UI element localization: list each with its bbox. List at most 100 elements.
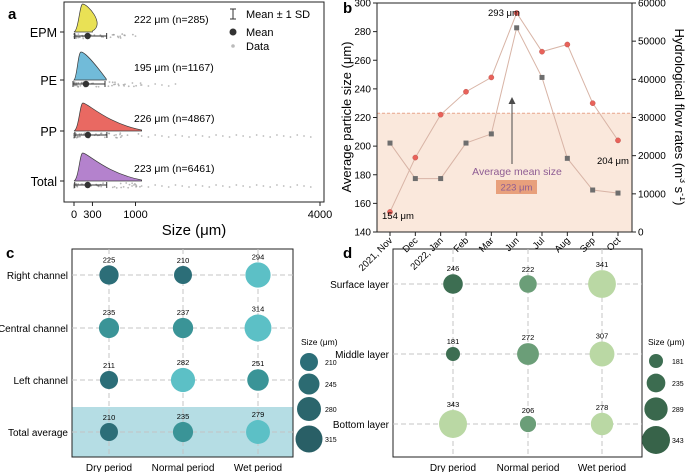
particle-size-point-0 [387, 209, 393, 215]
left-tick-label-240: 240 [354, 84, 371, 95]
bubble-value-r3-c1: 235 [177, 412, 190, 421]
row-label-2: Bottom layer [333, 420, 390, 431]
outlier-point-total [269, 186, 272, 188]
col-label-1: Normal period [152, 463, 215, 472]
annot-204: 204 μm [597, 156, 629, 167]
panel-b-right-ticks: 0 10000 20000 30000 40000 50000 60000 [632, 0, 666, 239]
bubble-value-r0-c0: 225 [103, 255, 116, 264]
data-point-pe [108, 81, 111, 83]
legend-bubble-2 [297, 397, 321, 421]
density-pp [73, 102, 142, 132]
data-point-pp [115, 133, 117, 136]
outlier-point-total [262, 185, 265, 187]
flow-rate-point-6 [539, 74, 545, 80]
outlier-point-pp [282, 135, 285, 137]
data-point-pe [77, 85, 79, 88]
bubble-r0-c1 [174, 266, 192, 284]
outlier-point-total [282, 185, 285, 187]
annot-arrow-head [508, 97, 516, 104]
mean-marker-pe [82, 80, 90, 88]
panel-c: c 225 210 294 235 237 314 211 282 251 210 235 279 R… [0, 245, 338, 472]
row-label-1: Middle layer [335, 350, 390, 361]
data-point-epm [82, 37, 85, 40]
outlier-point-total [181, 185, 184, 187]
data-point-pp [77, 135, 80, 138]
bubble-r2-c2 [247, 369, 269, 391]
row-label-1: Central channel [0, 324, 68, 335]
outlier-point-pp [235, 134, 238, 136]
outlier-point-pp [296, 134, 299, 136]
panel-a-x-ticks: 0 300 1000 4000 [71, 202, 332, 221]
data-point-pp [75, 136, 78, 139]
data-point-total [122, 185, 125, 188]
density-total [73, 152, 142, 182]
category-label-total: Total [31, 175, 57, 189]
legend-mean-marker [229, 28, 237, 36]
data-point-pp [119, 132, 122, 135]
particle-size-point-5 [513, 10, 520, 16]
bubble-value-r0-c2: 294 [252, 252, 265, 261]
data-point-pe [127, 85, 130, 88]
panel-d-bubbles: 246 222 341 181 272 307 343 206 278 [439, 260, 616, 438]
outlier-point-pp [161, 135, 163, 137]
data-point-pp [126, 134, 129, 137]
panel-c-col-labels: Dry period Normal period Wet period [86, 463, 282, 472]
bubble-value-r1-c1: 272 [522, 333, 535, 342]
data-point-total [120, 186, 123, 189]
bubble-r1-c2 [589, 341, 615, 367]
bubble-r0-c2 [245, 262, 271, 288]
right-tick-label-50000: 50000 [638, 37, 666, 48]
bubble-value-r2-c0: 211 [103, 361, 115, 370]
panel-label-c: c [6, 245, 14, 262]
outlier-point-pp [269, 136, 272, 138]
particle-size-point-2 [437, 111, 444, 118]
outlier-point-pp [255, 134, 258, 136]
data-point-total [131, 185, 133, 187]
outlier-point-total [201, 185, 204, 187]
legend-value-3: 343 [672, 438, 684, 445]
row-label-0: Right channel [7, 271, 68, 282]
outlier-point-pp [194, 134, 197, 136]
data-point-pe [124, 83, 126, 86]
bubble-r2-c1 [519, 415, 537, 433]
legend-value-3: 315 [325, 437, 337, 444]
particle-size-line [389, 11, 619, 213]
annot-mean-label: Average mean size [472, 166, 562, 178]
bubble-value-r2-c1: 206 [522, 406, 535, 415]
x-tick-label-9: Oct [605, 235, 623, 253]
data-point-total [119, 182, 122, 185]
data-point-pe [117, 83, 120, 86]
left-tick-label-200: 200 [354, 142, 371, 153]
outlier-point-total [140, 185, 143, 187]
x-tick-label-0: 0 [71, 209, 77, 221]
legend-bubble-3 [642, 426, 670, 454]
bubble-r2-c0 [439, 410, 467, 438]
panel-d-legend: 181 235 289 343 [642, 354, 684, 454]
panel-a-x-label: Size (μm) [162, 222, 226, 239]
data-point-pp [99, 132, 102, 135]
outlier-point-pp [174, 134, 177, 136]
bubble-r2-c0 [99, 370, 119, 390]
outlier-point-total [194, 184, 197, 186]
annot-mean-value: 223 μm [501, 183, 533, 194]
outlier-point-pp [228, 136, 231, 138]
panel-label-b: b [343, 0, 352, 17]
group-label-total: 223 μm (n=6461) [134, 163, 214, 175]
outlier-point-pp [147, 136, 150, 138]
outlier-point-pp [242, 135, 245, 137]
outlier-point-total [221, 185, 224, 187]
outlier-point-pp [140, 135, 143, 137]
col-label-0: Dry period [86, 463, 132, 472]
legend-data-label: Data [246, 41, 270, 53]
outlier-point-epm [134, 35, 137, 37]
bubble-r3-c2 [246, 420, 270, 444]
data-point-total [128, 183, 131, 186]
outlier-point-pp [215, 134, 217, 136]
legend-value-1: 235 [672, 381, 684, 388]
particle-size-point-7 [564, 41, 571, 48]
outlier-point-total [174, 184, 177, 186]
panel-c-legend-title: Size (μm) [301, 337, 338, 347]
bubble-value-r3-c2: 279 [252, 410, 265, 419]
legend-bubble-0 [300, 353, 318, 371]
